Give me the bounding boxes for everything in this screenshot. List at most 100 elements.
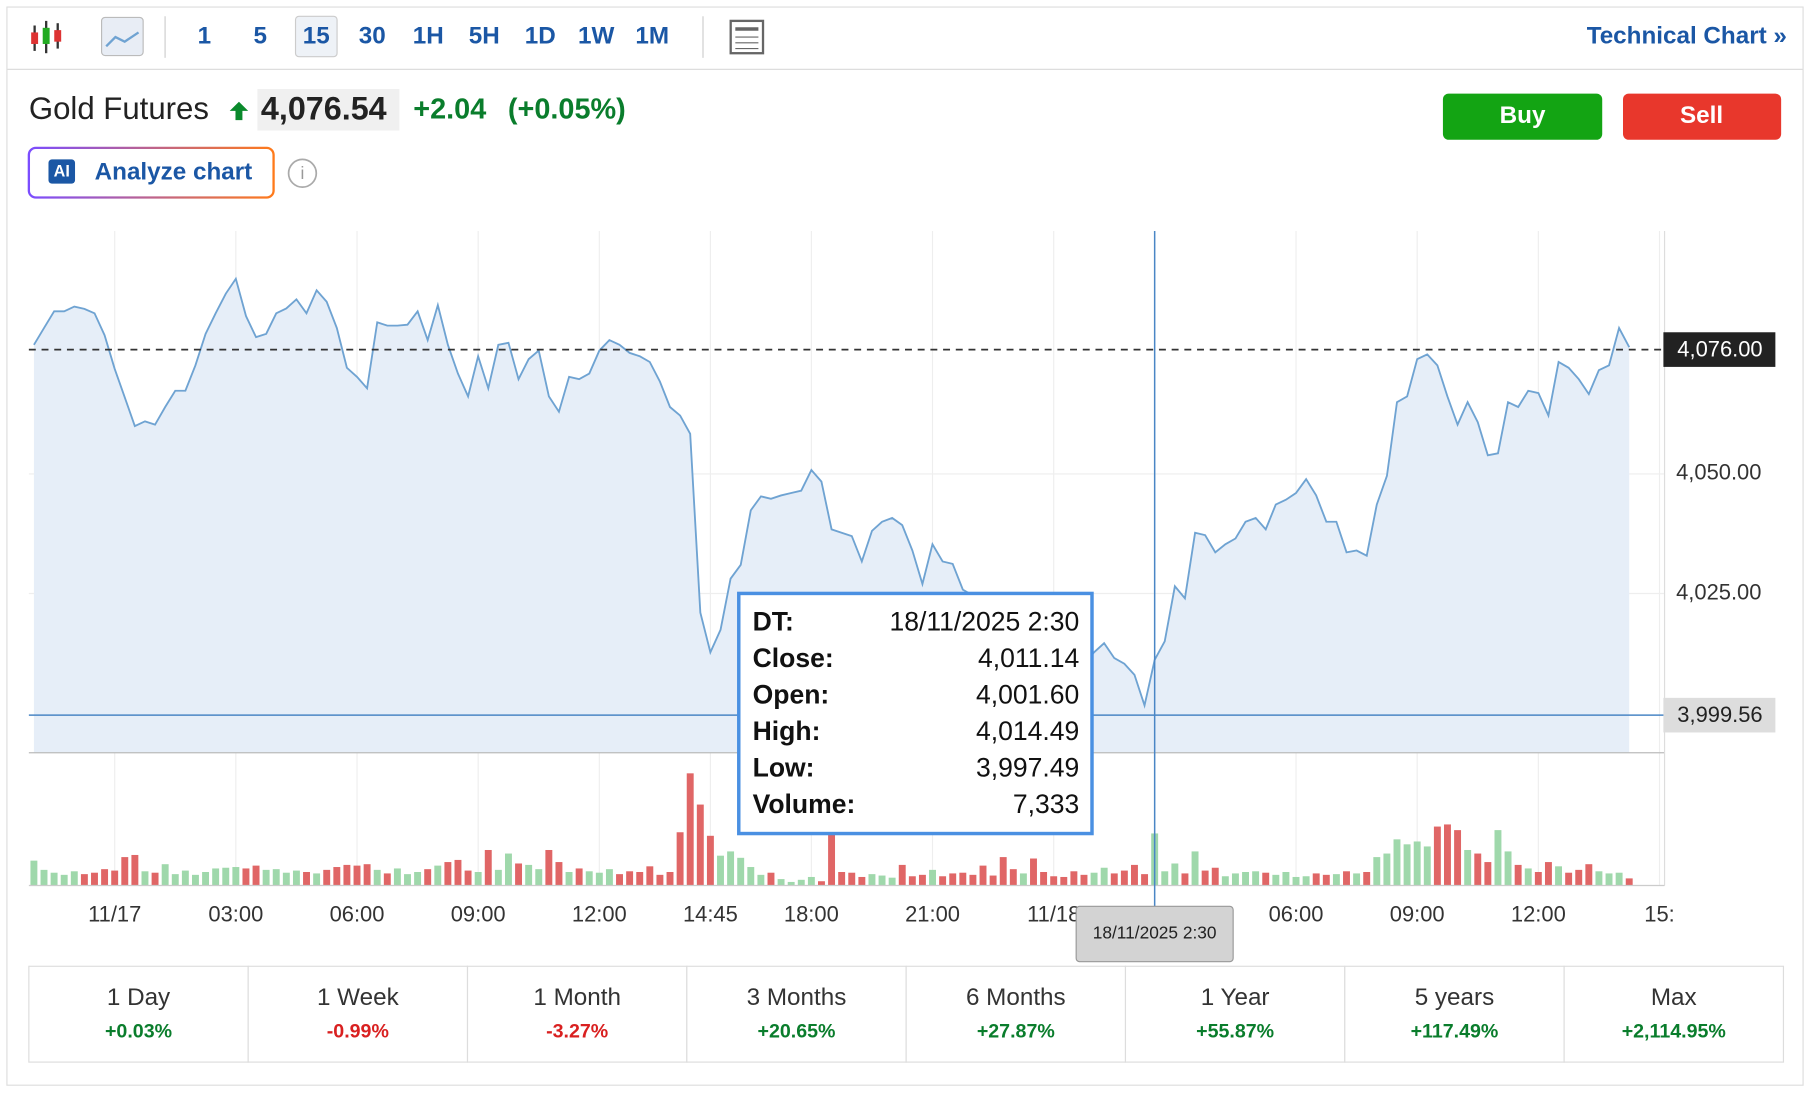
volume-bar [1060,876,1068,886]
period-cell[interactable] [247,965,469,1063]
volume-bar [838,872,846,886]
info-icon[interactable] [287,158,318,188]
buy-button[interactable] [1442,93,1603,140]
interval-button[interactable]: 5H [469,22,500,49]
volume-bar [797,879,805,886]
volume-bar [111,870,119,886]
volume-bar [1009,869,1017,886]
volume-bar [525,864,533,886]
volume-bar [1534,872,1542,886]
volume-bar [939,876,947,886]
volume-bar [696,804,704,886]
volume-bar [383,873,391,886]
sell-button[interactable] [1622,93,1782,140]
volume-bar [858,876,866,886]
info-icon-label[interactable]: i [301,163,305,183]
volume-bar [343,864,351,886]
analyze-button[interactable] [27,146,275,199]
interval-button[interactable]: 1W [578,22,614,49]
volume-bar [1110,873,1118,886]
period-cell[interactable] [1563,965,1785,1063]
period-cell[interactable] [28,965,249,1063]
analyze-label[interactable]: Analyze chart [95,159,253,186]
volume-bar [626,871,634,886]
volume-bar [737,857,745,886]
sell-label[interactable]: Sell [1680,102,1723,129]
volume-bar [717,855,724,886]
volume-bar [747,867,755,886]
interval-button[interactable]: 1H [413,22,444,49]
period-label: 1 Week [317,984,400,1011]
volume-bar [818,881,825,886]
tooltip-label: High: [753,716,821,746]
interval-button[interactable]: 5 [254,22,267,49]
x-tick-label: 03:00 [208,901,263,926]
x-tick-label: 06:00 [1269,901,1324,926]
x-tick-label: 12:00 [572,901,627,926]
volume-bar [1050,876,1058,886]
volume-bar [70,871,78,886]
volume-bar [898,864,906,886]
period-change: +0.03% [105,1020,172,1042]
candle-icon[interactable] [31,20,62,54]
volume-bar [252,865,260,886]
x-tick-label: 12:00 [1511,901,1566,926]
interval-button[interactable]: 1M [635,22,669,49]
period-cell[interactable] [466,965,688,1063]
volume-bar [969,874,977,886]
x-tick-label: 09:00 [451,901,506,926]
volume-bar [504,853,512,886]
volume-bar [868,874,876,886]
period-label: 5 years [1415,984,1494,1011]
volume-bar [1615,872,1623,886]
technical-chart-link[interactable]: Technical Chart » [1587,22,1787,49]
volume-bar [1090,872,1098,886]
reference-label: 3,999.56 [1677,702,1762,727]
interval-button[interactable]: 1D [525,22,556,49]
volume-bar [999,857,1007,886]
reference-label-box [1663,697,1776,733]
volume-bar [828,833,836,886]
tooltip-value: 7,333 [1013,789,1079,819]
x-tick-label: 06:00 [330,901,385,926]
volume-bar [777,879,785,886]
volume-bar [1403,844,1411,886]
price-area [33,278,1630,753]
volume-bar [767,872,775,886]
volume-bar [303,872,310,886]
period-cell[interactable] [686,965,907,1063]
interval-button[interactable]: 1 [198,22,211,49]
interval-button[interactable]: 30 [359,22,386,49]
period-cell[interactable] [1344,965,1565,1063]
reference-label-box [1663,332,1776,367]
volume-bar [232,867,240,886]
volume-bar [787,881,795,886]
volume-bar [121,857,129,886]
line-icon[interactable] [101,16,144,57]
layout-icon[interactable] [729,19,765,55]
volume-bar [807,876,815,886]
instrument-name: Gold Futures [29,91,209,126]
interval-selected [294,15,338,58]
volume-bar [636,872,644,886]
volume-bar [212,868,220,886]
volume-bar [1423,846,1431,886]
tooltip-value: 3,997.49 [976,752,1079,782]
volume-bar [1454,830,1462,886]
period-label: Max [1651,984,1697,1011]
tooltip-box [737,591,1094,836]
period-cell[interactable] [905,965,1127,1063]
tooltip-label: Volume: [753,789,856,819]
period-cell[interactable] [1124,965,1346,1063]
volume-bar [1312,873,1320,886]
volume-bar [757,874,765,886]
interval-button[interactable]: 15 [303,22,330,49]
x-tick-label: 09:00 [1390,901,1445,926]
volume-bar [1242,872,1249,886]
volume-bar [272,869,280,886]
volume-bar [181,870,189,886]
volume-bar [1211,867,1219,886]
buy-label[interactable]: Buy [1500,102,1546,129]
volume-bar [545,849,553,886]
volume-bar [1262,872,1270,886]
